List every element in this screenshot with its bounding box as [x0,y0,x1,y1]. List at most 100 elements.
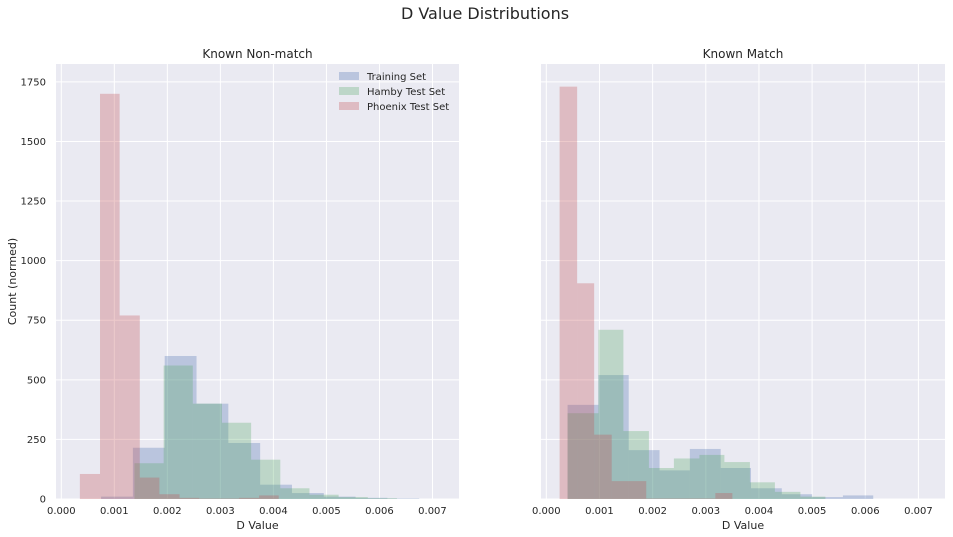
y-tick-label: 1250 [21,197,46,208]
x-tick-label: 0.001 [100,506,129,517]
series-training-set [567,375,874,499]
y-tick-labels: 0 250 500 750 1000 1250 1500 1750 [21,77,46,505]
x-tick-labels: 0.000 0.001 0.002 0.003 0.004 0.005 0.006 0.007 [532,506,933,517]
histogram-bar [715,493,733,499]
histogram-bar [196,403,229,499]
histogram-bar [842,495,874,499]
histogram-bar [673,458,700,499]
grid [541,64,945,500]
legend-label: Training Set [366,72,426,83]
histogram-bar [260,484,292,499]
histogram-bars [559,86,874,500]
x-tick-label: 0.005 [312,506,341,517]
legend-swatch [339,72,359,80]
legend-swatch [339,87,359,95]
histogram-bar [119,315,140,499]
y-axis-label: Count (normed) [6,238,19,325]
series-phoenix-test-set [559,86,733,500]
histogram-bar [238,497,260,499]
y-tick-label: 1000 [21,256,46,267]
histogram-bar [164,355,197,499]
histogram-bar [192,403,222,499]
histogram-bar [100,93,120,499]
histogram-bar [598,375,629,499]
x-tick-label: 0.000 [532,506,561,517]
series-hamby-test-set [567,329,826,499]
series-hamby-test-set [134,365,397,499]
legend-swatch [339,102,359,110]
histogram-bar [355,497,388,499]
x-axis-label: D Value [236,519,278,532]
histogram-bar [163,365,193,499]
histogram-bar [132,447,165,499]
legend: Training Set Hamby Test Set Phoenix Test S… [339,72,449,113]
histogram-bar [623,431,649,499]
histogram-bar [812,497,843,499]
x-tick-label: 0.003 [206,506,235,517]
panel-known-match: 0.000 0.001 0.002 0.003 0.004 0.005 0.006 0.007… [532,47,945,532]
x-tick-label: 0.004 [259,506,288,517]
histogram-bar [139,477,160,499]
histogram-bar [559,86,578,500]
x-tick-label: 0.006 [851,506,880,517]
histogram-bar [567,404,599,499]
x-tick-label: 0.005 [798,506,827,517]
histogram-bar [367,498,397,499]
x-tick-label: 0.003 [691,506,720,517]
histogram-bar [628,450,660,499]
legend-label: Phoenix Test Set [367,102,449,113]
y-tick-label: 750 [27,316,46,327]
x-tick-labels: 0.000 0.001 0.002 0.003 0.004 0.005 0.006 0.007 [47,506,447,517]
histogram-bar [749,482,775,499]
panel-known-non-match: 0.000 0.001 0.002 0.003 0.004 0.005 0.006 0.007… [6,47,459,532]
histogram-bar [689,448,721,499]
histogram-bar [134,463,164,499]
x-tick-label: 0.006 [365,506,394,517]
plot-background [56,64,459,499]
histogram-bar [724,462,750,499]
histogram-bar [291,493,324,499]
series-phoenix-test-set [79,93,279,499]
plot-background [541,64,945,499]
panel-title: Known Match [703,47,784,61]
histogram-bar [774,491,801,499]
histogram-bar [159,494,180,499]
y-tick-label: 0 [40,495,46,506]
histogram-bar [598,329,624,499]
series-training-set [101,355,420,499]
y-tick-label: 1750 [21,77,46,88]
histogram-bar [567,413,599,499]
histogram-bar [101,496,133,499]
histogram-bar [628,481,647,499]
x-axis-label: D Value [722,519,764,532]
x-tick-label: 0.007 [904,506,933,517]
histogram-bar [800,496,826,499]
histogram-bar [251,459,281,499]
x-tick-label: 0.002 [638,506,667,517]
histogram-bar [259,495,279,499]
histogram-bar [659,470,690,499]
y-tick-label: 500 [27,375,46,386]
histogram-bar [280,488,310,499]
figure-title: D Value Distributions [401,4,569,23]
histogram-bar [611,481,629,499]
x-tick-label: 0.007 [418,506,447,517]
histogram-bar [577,283,595,499]
x-tick-label: 0.001 [585,506,614,517]
y-tick-label: 1500 [21,137,46,148]
panel-title: Known Non-match [202,47,312,61]
histogram-bar [594,434,612,499]
histogram-bar [720,468,751,499]
x-tick-label: 0.000 [47,506,76,517]
histogram-bar [228,442,261,499]
histogram-bar [699,454,725,499]
histogram-bar [79,473,101,499]
legend-label: Hamby Test Set [367,87,445,98]
histogram-bar [338,497,368,499]
x-tick-label: 0.002 [153,506,182,517]
grid [56,64,459,500]
histogram-bar [179,497,200,499]
histogram-bar [750,488,782,499]
histogram-bar [221,422,252,499]
